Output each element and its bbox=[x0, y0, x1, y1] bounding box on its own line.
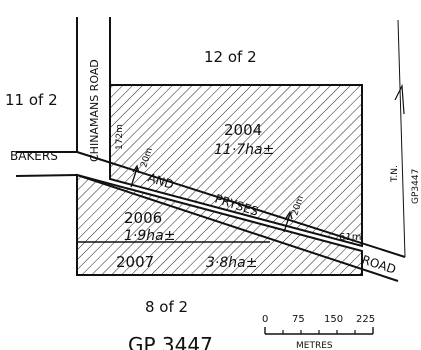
scale-unit-label: METRES bbox=[296, 341, 333, 350]
scale-tick-0: 0 bbox=[262, 314, 268, 325]
parcel-label-north: 12 of 2 bbox=[204, 48, 257, 66]
lot-2006-area: 1·9ha± bbox=[124, 228, 175, 244]
road-north-edge bbox=[76, 151, 406, 258]
lot-2007-number: 2007 bbox=[116, 253, 154, 271]
east-reference-line bbox=[397, 19, 406, 258]
scale-tick-75: 75 bbox=[292, 314, 305, 325]
dim-arrowhead-east bbox=[285, 210, 293, 220]
dim-arrowhead-west bbox=[132, 164, 140, 174]
scale-tick-150: 150 bbox=[324, 314, 343, 325]
side-plan-reference: GP3447 bbox=[411, 169, 421, 204]
lot-2004-number: 2004 bbox=[224, 121, 262, 139]
lot-2007-area: 3·8ha± bbox=[206, 255, 257, 271]
lot-2006-number: 2006 bbox=[124, 209, 162, 227]
dim-arrow-west bbox=[130, 167, 138, 188]
parcel-label-west: 11 of 2 bbox=[5, 91, 58, 109]
lot-2004-area: 11·7ha± bbox=[214, 142, 274, 158]
dim-label-west-edge: 172m bbox=[115, 124, 125, 150]
north-arrow bbox=[394, 83, 405, 115]
parcel-label-south: 8 of 2 bbox=[145, 298, 188, 316]
road-south-edge-west bbox=[15, 174, 78, 177]
plan-title: GP 3447 bbox=[128, 333, 213, 350]
road-label: ROAD bbox=[360, 253, 398, 277]
scale-tick-225: 225 bbox=[356, 314, 375, 325]
road-south-edge bbox=[76, 174, 399, 282]
scale-bar bbox=[264, 327, 374, 335]
dim-arrow-east bbox=[283, 213, 291, 233]
north-label: T.N. bbox=[390, 165, 400, 183]
bakers-label: BAKERS bbox=[10, 149, 58, 163]
dim-label-east-edge: 61m bbox=[339, 232, 361, 243]
chinamans-road-label: CHINAMANS ROAD bbox=[88, 59, 101, 162]
